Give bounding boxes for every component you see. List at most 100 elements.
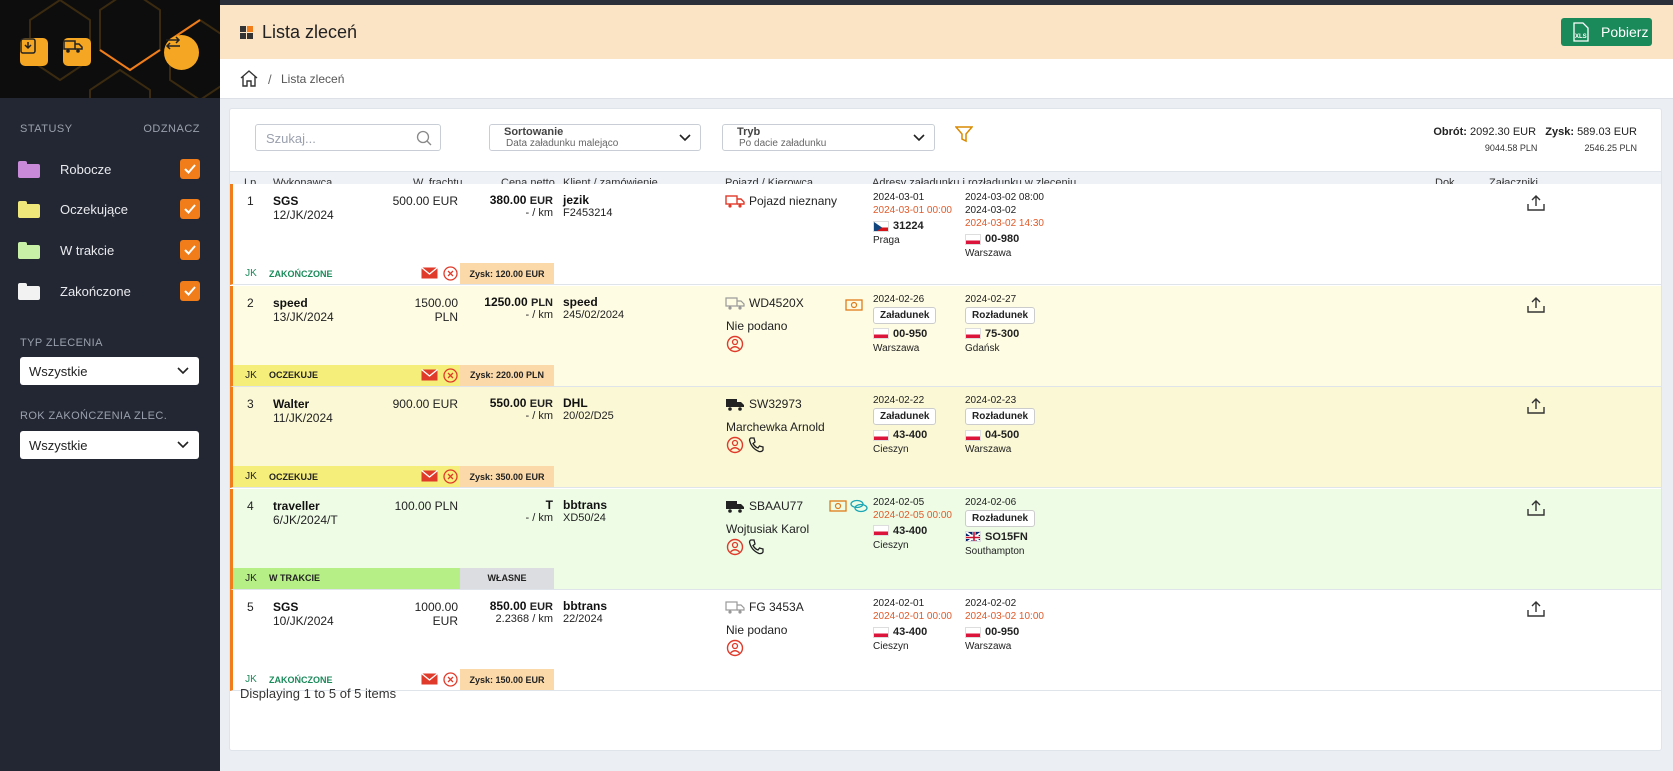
- table-row[interactable]: 3 Walter 11/JK/2024 900.00 EUR 550.00 EUR…: [230, 387, 1661, 488]
- vehicle-plate[interactable]: SW32973: [749, 397, 802, 411]
- order-type-select[interactable]: Wszystkie: [20, 357, 199, 385]
- driver-name: Nie podano: [726, 623, 788, 637]
- upload-icon[interactable]: [1526, 194, 1546, 212]
- driver-user-icon[interactable]: [726, 538, 744, 556]
- status-strip: JK ZAKOŃCZONE: [233, 263, 460, 284]
- client-name[interactable]: bbtrans: [563, 599, 608, 613]
- table-row[interactable]: 1 SGS 12/JK/2024 500.00 EUR 380.00 EUR - /…: [230, 184, 1661, 285]
- check-icon: [184, 164, 196, 174]
- status-filter-item[interactable]: Zakończone: [18, 279, 200, 303]
- user-initials: JK: [245, 674, 257, 685]
- load-postal-code: 43-400: [893, 626, 928, 638]
- carrier-name[interactable]: Walter: [273, 397, 310, 411]
- table-row[interactable]: 2 speed 13/JK/2024 1500.00 PLN 1250.00 PL…: [230, 285, 1661, 387]
- client-order: XD50/24: [563, 511, 606, 524]
- upload-icon[interactable]: [1526, 600, 1546, 618]
- client-order: 20/02/D25: [563, 410, 614, 422]
- mode-select[interactable]: Tryb Po dacie załadunku: [722, 124, 935, 151]
- driver-user-icon[interactable]: [726, 335, 744, 353]
- toggle-sidebar-button[interactable]: [164, 35, 199, 70]
- xls-text: XLS: [1575, 34, 1587, 40]
- profit-badge: Zysk: 150.00 EUR: [460, 669, 554, 690]
- net-price: 1250.00: [484, 294, 528, 309]
- order-number[interactable]: 11/JK/2024: [273, 411, 333, 425]
- filter-icon[interactable]: [955, 126, 973, 143]
- profit-badge: Zysk: 220.00 PLN: [460, 364, 554, 386]
- net-price: T: [545, 497, 553, 512]
- breadcrumb-current: Lista zleceń: [281, 72, 345, 86]
- client-name[interactable]: bbtrans: [563, 497, 608, 512]
- net-price: 380.00: [489, 193, 527, 207]
- client-name[interactable]: jezik: [563, 193, 590, 207]
- client-name[interactable]: DHL: [563, 396, 588, 410]
- download-xls-button[interactable]: XLS Pobierz: [1561, 18, 1652, 46]
- client-name[interactable]: speed: [563, 294, 598, 309]
- user-initials: JK: [245, 572, 257, 584]
- load-date: 2024-02-01: [873, 598, 925, 609]
- import-button[interactable]: [20, 38, 48, 66]
- freight-value: 1000.00 EUR: [414, 600, 458, 628]
- upload-icon[interactable]: [1526, 296, 1546, 314]
- check-icon: [184, 245, 196, 255]
- mail-icon[interactable]: [421, 672, 438, 685]
- sort-select[interactable]: Sortowanie Data załadunku malejąco: [489, 124, 701, 151]
- poland-flag-icon: [873, 429, 889, 441]
- table-row[interactable]: 5 SGS 10/JK/2024 1000.00 EUR 850.00 EUR 2.…: [230, 590, 1661, 691]
- vehicle-plate[interactable]: WD4520X: [749, 295, 804, 310]
- load-date: 2024-03-01: [873, 192, 925, 203]
- status-checkbox[interactable]: [180, 199, 200, 219]
- carrier-name[interactable]: SGS: [273, 194, 299, 208]
- status-filter-item[interactable]: W trakcie: [18, 238, 200, 262]
- order-type-value: Wszystkie: [29, 363, 88, 379]
- mark-all-link[interactable]: ODZNACZ: [143, 123, 200, 135]
- vehicles-button[interactable]: [63, 38, 91, 66]
- cancel-icon[interactable]: [443, 469, 458, 484]
- driver-user-icon[interactable]: [726, 639, 744, 657]
- status-strip: JK OCZEKUJE: [233, 364, 460, 386]
- cancel-icon[interactable]: [443, 367, 458, 383]
- turnover-pln: 9044.58 PLN: [1484, 143, 1538, 153]
- phone-icon[interactable]: [747, 436, 765, 454]
- vehicle-plate[interactable]: Pojazd nieznany: [749, 194, 838, 208]
- driver-user-icon[interactable]: [726, 436, 744, 454]
- mail-icon[interactable]: [421, 266, 438, 279]
- phone-icon[interactable]: [747, 538, 765, 556]
- search-input[interactable]: Szukaj...: [255, 124, 441, 151]
- upload-icon[interactable]: [1526, 499, 1546, 517]
- table-row[interactable]: 4 traveller 6/JK/2024/T 100.00 PLN T - / …: [230, 488, 1661, 590]
- order-number[interactable]: 12/JK/2024: [273, 208, 334, 222]
- unloading-tag: Rozładunek: [965, 509, 1036, 527]
- carrier-name[interactable]: speed: [273, 295, 308, 310]
- freight-value: 500.00 EUR: [392, 194, 458, 208]
- order-number[interactable]: 10/JK/2024: [273, 614, 334, 628]
- load-postal-code: 43-400: [893, 429, 928, 441]
- carrier-name[interactable]: SGS: [273, 600, 299, 614]
- status-label: W trakcie: [60, 242, 115, 258]
- status-filter-item[interactable]: Oczekujące: [18, 197, 200, 221]
- cancel-icon[interactable]: [443, 672, 458, 687]
- status-checkbox[interactable]: [180, 281, 200, 301]
- load-postal-code: 31224: [893, 220, 924, 232]
- home-icon[interactable]: [240, 70, 258, 87]
- year-select[interactable]: Wszystkie: [20, 431, 199, 459]
- cancel-icon[interactable]: [443, 266, 458, 281]
- turnover-label: Obrót:: [1433, 126, 1467, 138]
- carrier-name[interactable]: traveller: [273, 498, 320, 513]
- order-number[interactable]: 13/JK/2024: [273, 309, 334, 324]
- vehicle-plate[interactable]: FG 3453A: [749, 600, 804, 614]
- statuses-label: STATUSY: [20, 123, 73, 135]
- top-bar: [0, 0, 1673, 5]
- status-filter-item[interactable]: Robocze: [18, 157, 200, 181]
- vehicle-plate[interactable]: SBAAU77: [749, 498, 804, 513]
- coins-icon: [850, 499, 868, 512]
- user-initials: JK: [245, 268, 257, 279]
- mail-icon[interactable]: [421, 368, 438, 381]
- order-number[interactable]: 6/JK/2024/T: [273, 512, 338, 527]
- status-checkbox[interactable]: [180, 159, 200, 179]
- price-per-km: - / km: [525, 511, 554, 524]
- unload-date: 2024-02-02: [965, 598, 1017, 609]
- status-checkbox[interactable]: [180, 240, 200, 260]
- upload-icon[interactable]: [1526, 397, 1546, 415]
- poland-flag-icon: [965, 233, 981, 245]
- mail-icon[interactable]: [421, 469, 438, 482]
